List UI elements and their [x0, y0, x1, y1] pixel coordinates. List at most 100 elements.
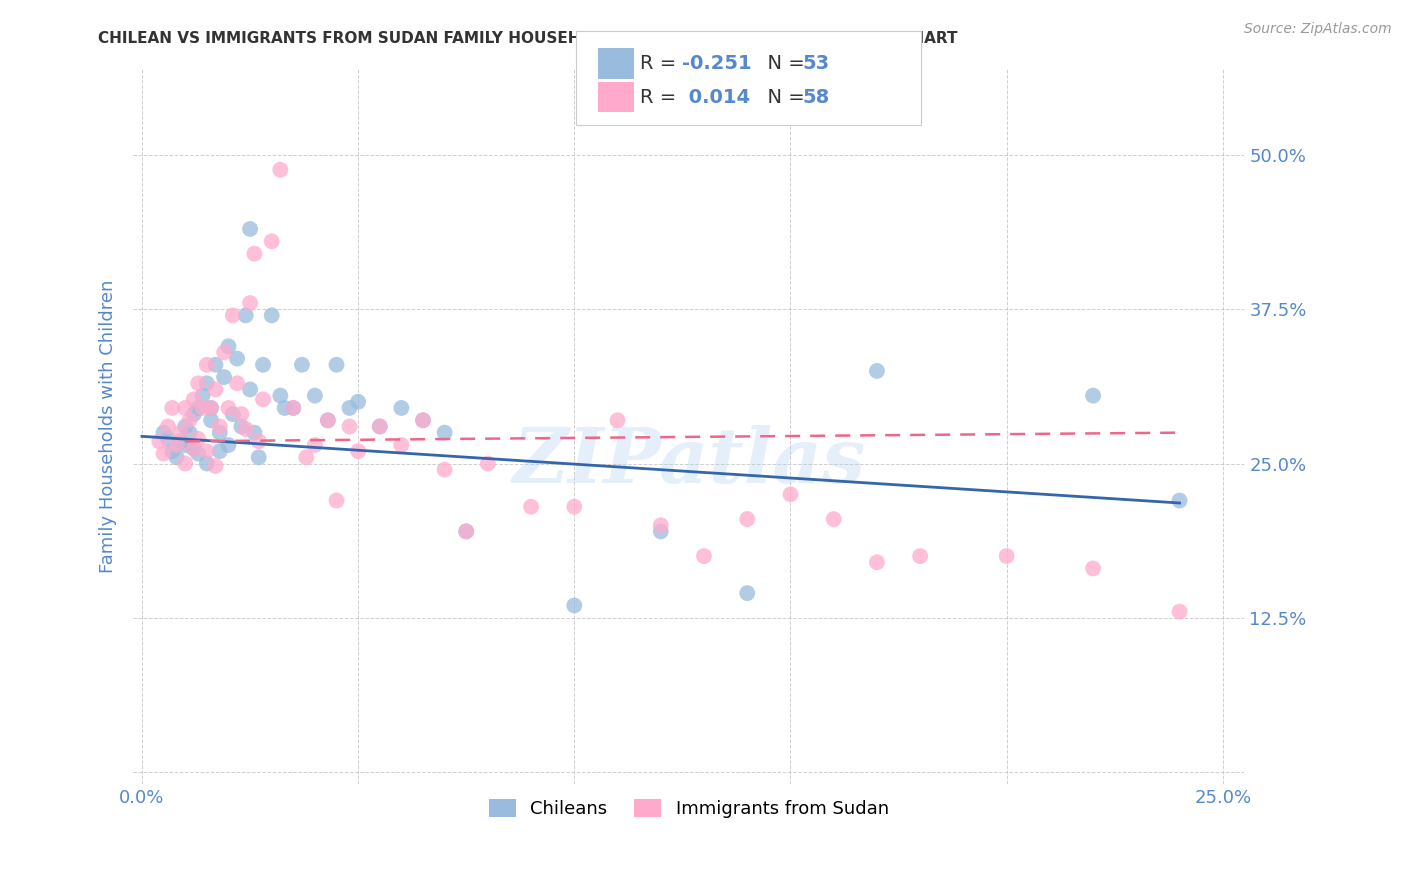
Point: [183, 392, 205, 407]
Point: [866, 364, 889, 378]
Point: [269, 389, 291, 403]
Point: [195, 444, 218, 458]
Point: [187, 432, 209, 446]
Point: [170, 434, 193, 449]
Point: [273, 401, 295, 415]
Point: [156, 419, 179, 434]
Point: [866, 555, 889, 569]
Point: [235, 309, 257, 323]
Point: [217, 401, 239, 415]
Legend: Chileans, Immigrants from Sudan: Chileans, Immigrants from Sudan: [481, 792, 896, 825]
Point: [325, 493, 347, 508]
Point: [179, 413, 201, 427]
Point: [304, 438, 326, 452]
Point: [166, 450, 188, 465]
Point: [433, 463, 456, 477]
Point: [217, 339, 239, 353]
Point: [200, 401, 222, 415]
Point: [208, 425, 231, 440]
Point: [260, 309, 283, 323]
Point: [156, 432, 179, 446]
Point: [247, 450, 270, 465]
Point: [187, 401, 209, 415]
Point: [222, 309, 245, 323]
Point: [191, 401, 214, 415]
Text: ZIPatlas: ZIPatlas: [512, 425, 866, 500]
Point: [183, 442, 205, 456]
Point: [187, 376, 209, 391]
Point: [316, 413, 339, 427]
Text: N =: N =: [755, 54, 811, 73]
Text: N =: N =: [755, 87, 811, 107]
Text: R =: R =: [640, 87, 682, 107]
Point: [291, 358, 314, 372]
Point: [148, 434, 170, 449]
Text: 58: 58: [803, 87, 830, 107]
Point: [191, 389, 214, 403]
Point: [217, 438, 239, 452]
Point: [195, 457, 218, 471]
Text: -0.251: -0.251: [682, 54, 752, 73]
Point: [204, 358, 226, 372]
Point: [162, 444, 184, 458]
Point: [1081, 389, 1104, 403]
Point: [226, 351, 249, 366]
Text: Source: ZipAtlas.com: Source: ZipAtlas.com: [1244, 22, 1392, 37]
Point: [260, 235, 283, 249]
Point: [222, 407, 245, 421]
Point: [170, 425, 193, 440]
Point: [412, 413, 434, 427]
Point: [187, 447, 209, 461]
Point: [389, 438, 412, 452]
Text: CHILEAN VS IMMIGRANTS FROM SUDAN FAMILY HOUSEHOLDS WITH CHILDREN CORRELATION CHA: CHILEAN VS IMMIGRANTS FROM SUDAN FAMILY …: [98, 31, 957, 46]
Point: [368, 419, 391, 434]
Point: [212, 370, 235, 384]
Point: [456, 524, 478, 539]
Point: [212, 345, 235, 359]
Point: [252, 358, 274, 372]
Point: [1168, 605, 1191, 619]
Point: [235, 422, 257, 436]
Point: [908, 549, 931, 563]
Point: [520, 500, 543, 514]
Point: [247, 434, 270, 449]
Point: [152, 425, 174, 440]
Point: [174, 457, 197, 471]
Point: [650, 518, 672, 533]
Point: [347, 444, 370, 458]
Point: [174, 401, 197, 415]
Point: [456, 524, 478, 539]
Point: [204, 383, 226, 397]
Point: [295, 450, 318, 465]
Point: [269, 162, 291, 177]
Point: [368, 419, 391, 434]
Point: [174, 419, 197, 434]
Point: [162, 401, 184, 415]
Point: [231, 419, 253, 434]
Point: [231, 407, 253, 421]
Point: [389, 401, 412, 415]
Point: [283, 401, 305, 415]
Point: [562, 500, 585, 514]
Point: [325, 358, 347, 372]
Point: [200, 401, 222, 415]
Point: [1168, 493, 1191, 508]
Point: [735, 586, 758, 600]
Point: [208, 444, 231, 458]
Point: [347, 394, 370, 409]
Point: [239, 383, 262, 397]
Text: 53: 53: [803, 54, 830, 73]
Point: [243, 246, 266, 260]
Point: [304, 389, 326, 403]
Point: [606, 413, 628, 427]
Point: [243, 425, 266, 440]
Point: [1081, 561, 1104, 575]
Point: [239, 296, 262, 310]
Point: [477, 457, 499, 471]
Point: [179, 425, 201, 440]
Point: [195, 376, 218, 391]
Point: [208, 419, 231, 434]
Point: [252, 392, 274, 407]
Point: [316, 413, 339, 427]
Point: [339, 401, 361, 415]
